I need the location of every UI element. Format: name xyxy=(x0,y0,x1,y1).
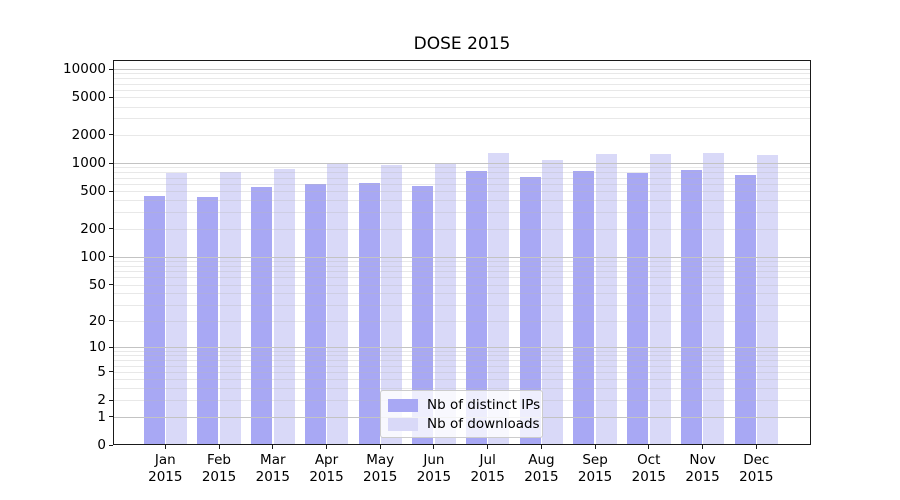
x-tick xyxy=(326,445,327,449)
y-tick xyxy=(109,320,113,322)
x-tick xyxy=(648,445,650,449)
y-tick-label: 10 xyxy=(88,339,106,356)
bar-distinct-ips xyxy=(627,172,649,445)
x-tick-label: Dec 2015 xyxy=(739,452,774,485)
bar-downloads xyxy=(542,159,564,445)
bar-downloads xyxy=(166,173,187,445)
bar-downloads xyxy=(434,164,456,445)
y-tick xyxy=(109,256,113,258)
y-tick xyxy=(109,371,113,373)
y-tick xyxy=(109,96,113,98)
y-tick xyxy=(109,284,113,285)
y-tick xyxy=(109,399,113,401)
bar-distinct-ips xyxy=(680,169,702,445)
bar-distinct-ips xyxy=(304,183,326,445)
bar-distinct-ips xyxy=(412,185,434,445)
x-tick xyxy=(164,445,166,449)
x-tick-label: Sep 2015 xyxy=(577,452,613,485)
bar-downloads xyxy=(273,168,295,445)
x-tick xyxy=(218,445,220,449)
legend-swatch-distinct-ips xyxy=(388,398,418,412)
y-tick-label: 200 xyxy=(80,220,106,237)
y-tick xyxy=(109,444,113,446)
bar-distinct-ips xyxy=(573,170,595,445)
x-tick-label: Jan 2015 xyxy=(148,452,183,485)
y-tick xyxy=(109,134,113,136)
y-tick-label: 2000 xyxy=(71,126,106,143)
y-tick xyxy=(109,162,113,164)
x-tick-label: Apr 2015 xyxy=(309,452,344,485)
legend-item: Nb of distinct IPs xyxy=(388,396,540,414)
x-tick-label: Oct 2015 xyxy=(631,452,666,485)
y-tick-label: 500 xyxy=(80,183,106,200)
y-tick-label: 2 xyxy=(97,392,106,409)
x-tick-label: Nov 2015 xyxy=(685,452,720,485)
legend: Nb of distinct IPs Nb of downloads xyxy=(380,390,543,438)
y-tick xyxy=(109,416,113,418)
bar-downloads xyxy=(649,154,671,445)
x-tick-label: May 2015 xyxy=(363,452,398,485)
bar-distinct-ips xyxy=(197,196,219,445)
y-tick xyxy=(109,68,113,70)
y-tick-label: 5 xyxy=(97,363,106,380)
bar-downloads xyxy=(757,154,778,445)
y-tick-label: 10000 xyxy=(63,61,106,78)
y-tick-label: 100 xyxy=(80,248,106,265)
y-tick-label: 50 xyxy=(88,276,106,293)
y-tick-label: 5000 xyxy=(71,89,106,106)
x-tick-label: Jul 2015 xyxy=(470,452,505,485)
chart-title: DOSE 2015 xyxy=(413,34,511,54)
legend-item: Nb of downloads xyxy=(388,415,540,433)
x-tick xyxy=(272,445,274,449)
x-tick-label: Mar 2015 xyxy=(255,452,290,485)
bar-downloads xyxy=(488,153,510,445)
x-tick xyxy=(702,445,704,449)
y-tick-label: 1 xyxy=(97,408,106,425)
x-tick-label: Aug 2015 xyxy=(524,452,559,485)
x-tick xyxy=(540,445,542,449)
bar-downloads xyxy=(380,165,402,445)
bar-downloads xyxy=(327,163,349,445)
bar-downloads xyxy=(219,172,241,445)
x-tick xyxy=(433,445,435,449)
bar-downloads xyxy=(595,153,617,445)
bar-distinct-ips xyxy=(358,182,380,445)
y-tick-label: 0 xyxy=(97,437,106,453)
y-tick xyxy=(109,190,113,192)
x-tick-label: Jun 2015 xyxy=(416,452,452,485)
legend-swatch-downloads xyxy=(388,417,418,431)
y-tick xyxy=(109,346,113,348)
x-tick xyxy=(379,445,381,449)
legend-label: Nb of downloads xyxy=(427,416,540,432)
x-tick-label: Feb 2015 xyxy=(201,452,237,485)
bar-distinct-ips xyxy=(466,171,487,445)
x-tick xyxy=(594,445,596,449)
y-tick-label: 1000 xyxy=(71,155,106,171)
y-tick xyxy=(109,228,113,230)
bar-distinct-ips xyxy=(519,177,541,445)
bar-distinct-ips xyxy=(734,175,756,445)
x-tick xyxy=(755,445,757,449)
y-tick-label: 20 xyxy=(88,312,106,329)
bar-distinct-ips xyxy=(143,196,165,445)
bar-distinct-ips xyxy=(251,187,273,445)
bar-downloads xyxy=(703,153,725,445)
legend-label: Nb of distinct IPs xyxy=(427,397,541,413)
x-tick xyxy=(487,445,489,449)
bars-layer xyxy=(113,60,811,445)
